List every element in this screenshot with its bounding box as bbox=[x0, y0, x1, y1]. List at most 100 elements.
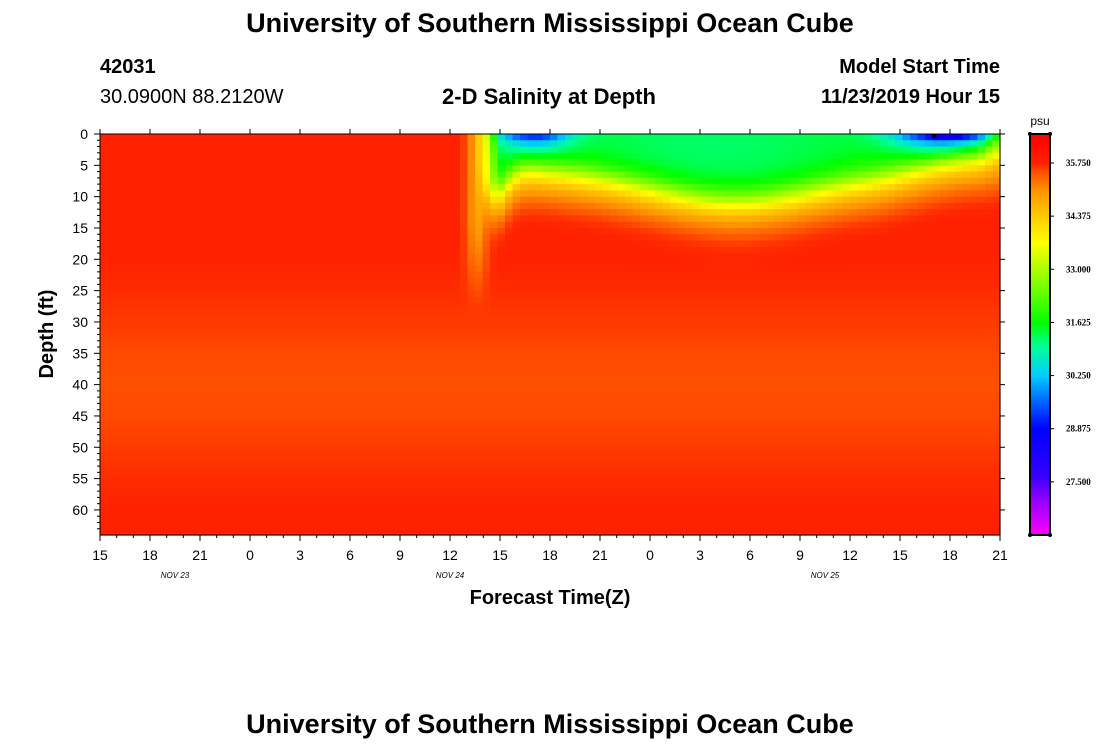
heatmap-cell bbox=[212, 340, 221, 348]
heatmap-cell bbox=[880, 165, 889, 173]
heatmap-cell bbox=[197, 202, 206, 210]
heatmap-cell bbox=[625, 165, 634, 173]
heatmap-cell bbox=[985, 334, 994, 342]
heatmap-cell bbox=[385, 303, 394, 311]
heatmap-cell bbox=[212, 177, 221, 185]
heatmap-cell bbox=[610, 184, 619, 191]
heatmap-cell bbox=[212, 209, 221, 217]
heatmap-cell bbox=[625, 146, 634, 154]
heatmap-cell bbox=[505, 290, 514, 298]
heatmap-cell bbox=[857, 334, 866, 342]
heatmap-cell bbox=[580, 290, 589, 298]
heatmap-cell bbox=[670, 253, 679, 260]
heatmap-cell bbox=[737, 290, 746, 298]
heatmap-cell bbox=[610, 303, 619, 311]
heatmap-cell bbox=[632, 328, 641, 336]
heatmap-cell bbox=[115, 190, 124, 198]
heatmap-cell bbox=[722, 259, 731, 267]
heatmap-cell bbox=[325, 365, 334, 373]
heatmap-cell bbox=[400, 328, 409, 336]
heatmap-cell bbox=[475, 334, 484, 342]
heatmap-cell bbox=[512, 177, 521, 185]
heatmap-cell bbox=[257, 196, 266, 204]
heatmap-cell bbox=[865, 234, 874, 242]
heatmap-cell bbox=[250, 378, 259, 386]
heatmap-cell bbox=[700, 259, 709, 267]
heatmap-cell bbox=[295, 215, 304, 223]
heatmap-cell bbox=[460, 290, 469, 298]
heatmap-cell bbox=[407, 159, 416, 166]
heatmap-cell bbox=[707, 315, 716, 323]
heatmap-cell bbox=[250, 196, 259, 204]
heatmap-cell bbox=[527, 347, 536, 354]
heatmap-cell bbox=[325, 221, 334, 229]
heatmap-cell bbox=[797, 309, 806, 317]
heatmap-cell bbox=[775, 234, 784, 242]
heatmap-cell bbox=[962, 271, 971, 279]
heatmap-cell bbox=[985, 347, 994, 354]
heatmap-cell bbox=[355, 309, 364, 317]
heatmap-cell bbox=[902, 202, 911, 210]
heatmap-cell bbox=[760, 171, 769, 179]
heatmap-cell bbox=[400, 384, 409, 392]
heatmap-cell bbox=[587, 171, 596, 179]
heatmap-cell bbox=[182, 271, 191, 279]
heatmap-cell bbox=[745, 152, 754, 160]
heatmap-cell bbox=[505, 234, 514, 242]
heatmap-cell bbox=[992, 365, 1001, 373]
heatmap-cell bbox=[610, 177, 619, 185]
heatmap-cell bbox=[955, 378, 964, 386]
heatmap-cell bbox=[670, 365, 679, 373]
heatmap-cell bbox=[190, 253, 199, 260]
heatmap-cell bbox=[977, 190, 986, 198]
heatmap-cell bbox=[377, 303, 386, 311]
heatmap-cell bbox=[122, 227, 131, 235]
heatmap-cell bbox=[587, 378, 596, 386]
heatmap-cell bbox=[640, 259, 649, 267]
heatmap-cell bbox=[662, 165, 671, 173]
heatmap-cell bbox=[280, 221, 289, 229]
heatmap-cell bbox=[257, 290, 266, 298]
heatmap-cell bbox=[160, 334, 169, 342]
heatmap-cell bbox=[940, 177, 949, 185]
heatmap-cell bbox=[107, 359, 116, 367]
heatmap-cell bbox=[235, 290, 244, 298]
heatmap-cell bbox=[752, 347, 761, 354]
heatmap-cell bbox=[775, 202, 784, 210]
heatmap-cell bbox=[842, 290, 851, 298]
heatmap-cell bbox=[662, 378, 671, 386]
heatmap-cell bbox=[130, 309, 139, 317]
heatmap-cell bbox=[602, 215, 611, 223]
heatmap-cell bbox=[737, 372, 746, 379]
heatmap-cell bbox=[512, 134, 521, 141]
heatmap-cell bbox=[550, 140, 559, 148]
heatmap-cell bbox=[145, 271, 154, 279]
heatmap-cell bbox=[332, 196, 341, 204]
heatmap-cell bbox=[602, 315, 611, 323]
heatmap-cell bbox=[625, 246, 634, 254]
heatmap-cell bbox=[662, 196, 671, 204]
heatmap-cell bbox=[992, 184, 1001, 191]
heatmap-cell bbox=[872, 152, 881, 160]
heatmap-cell bbox=[610, 347, 619, 354]
heatmap-cell bbox=[340, 146, 349, 154]
heatmap-cell bbox=[827, 253, 836, 260]
heatmap-cell bbox=[610, 359, 619, 367]
heatmap-cell bbox=[167, 284, 176, 292]
heatmap-cell bbox=[175, 134, 184, 141]
heatmap-cell bbox=[767, 271, 776, 279]
heatmap-cell bbox=[587, 284, 596, 292]
heatmap-cell bbox=[872, 246, 881, 254]
heatmap-cell bbox=[415, 321, 424, 329]
heatmap-cell bbox=[347, 202, 356, 210]
heatmap-cell bbox=[745, 215, 754, 223]
heatmap-cell bbox=[580, 253, 589, 260]
heatmap-cell bbox=[490, 246, 499, 254]
heatmap-cell bbox=[370, 246, 379, 254]
heatmap-cell bbox=[167, 152, 176, 160]
heatmap-cell bbox=[737, 140, 746, 148]
heatmap-cell bbox=[482, 190, 491, 198]
heatmap-cell bbox=[407, 271, 416, 279]
heatmap-cell bbox=[152, 215, 161, 223]
heatmap-cell bbox=[760, 165, 769, 173]
